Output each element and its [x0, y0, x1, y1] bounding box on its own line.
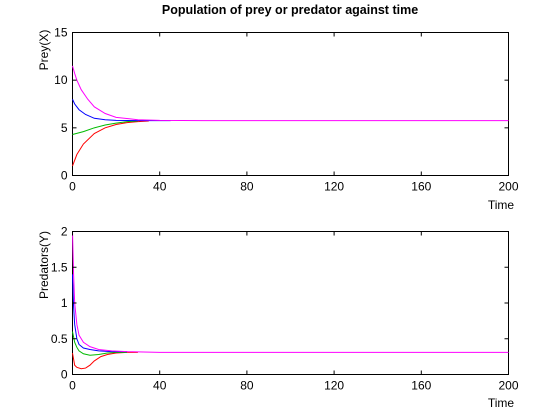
predator-x-tick-label: 80	[240, 379, 254, 393]
predator-y-tick-label: 0.5	[51, 332, 68, 346]
prey-ticks-group: 0 40 80 120 160 200 0 5 10 15	[54, 26, 519, 194]
prey-y-tick-label: 0	[61, 169, 68, 183]
predator-y-axis-label: Predators(Y)	[37, 231, 51, 299]
predator-series-group	[72, 231, 509, 370]
predator-y-tick-label: 1.5	[51, 260, 68, 274]
predator-series-magenta-line	[72, 231, 509, 353]
predator-x-tick-label: 40	[153, 379, 167, 393]
predator-subplot: 0 40 80 120 160 200 0 0.5 1 1.5 2 Time Predators(Y…	[37, 225, 519, 411]
predator-x-tick-label: 160	[411, 379, 431, 393]
prey-x-tick-label: 0	[69, 180, 76, 194]
prey-x-tick-label: 160	[411, 180, 431, 194]
predator-x-axis-label: Time	[488, 396, 515, 410]
prey-series-blue-line	[72, 99, 171, 122]
predator-x-tick-label: 200	[498, 379, 518, 393]
predator-series-blue-line	[72, 274, 127, 353]
prey-y-tick-label: 5	[61, 121, 68, 135]
predator-axes-box	[72, 231, 509, 375]
predator-y-tick-label: 1	[61, 296, 68, 310]
predator-series-green-line	[72, 331, 127, 356]
prey-series-group	[72, 65, 509, 167]
predator-y-tick-label: 2	[61, 225, 68, 239]
prey-subplot: 0 40 80 120 160 200 0 5 10 15 Population of prey …	[37, 3, 519, 212]
prey-x-tick-label: 120	[324, 180, 344, 194]
prey-series-green-line	[72, 120, 138, 135]
prey-x-tick-label: 80	[240, 180, 254, 194]
prey-x-tick-label: 40	[153, 180, 167, 194]
prey-y-tick-label: 10	[54, 73, 68, 87]
predator-y-tick-label: 0	[61, 368, 68, 382]
prey-x-axis-label: Time	[488, 198, 515, 212]
prey-y-tick-label: 15	[54, 26, 68, 40]
prey-series-red-line	[72, 120, 149, 167]
predator-x-tick-label: 120	[324, 379, 344, 393]
prey-axes-box	[72, 32, 509, 176]
prey-y-axis-label: Prey(X)	[37, 30, 51, 71]
chart-title: Population of prey or predator against t…	[162, 3, 418, 17]
prey-series-magenta-line	[72, 65, 509, 122]
predator-series-red-line	[72, 351, 138, 370]
predator-ticks-group: 0 40 80 120 160 200 0 0.5 1 1.5 2	[51, 225, 519, 393]
prey-x-tick-label: 200	[498, 180, 518, 194]
predator-x-tick-label: 0	[69, 379, 76, 393]
